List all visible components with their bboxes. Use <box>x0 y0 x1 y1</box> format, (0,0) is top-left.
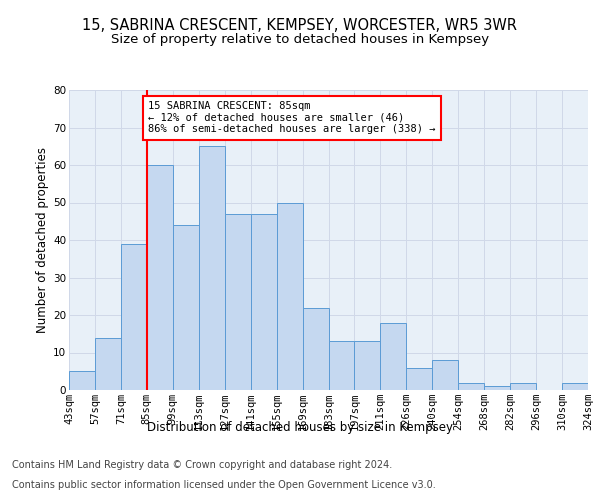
Bar <box>199 146 224 390</box>
Text: 15 SABRINA CRESCENT: 85sqm
← 12% of detached houses are smaller (46)
86% of semi: 15 SABRINA CRESCENT: 85sqm ← 12% of deta… <box>148 101 436 134</box>
Y-axis label: Number of detached properties: Number of detached properties <box>36 147 49 333</box>
Bar <box>251 214 277 390</box>
Bar <box>121 244 147 390</box>
Bar <box>458 382 484 390</box>
Text: Contains HM Land Registry data © Crown copyright and database right 2024.: Contains HM Land Registry data © Crown c… <box>12 460 392 470</box>
Bar <box>147 165 173 390</box>
Bar <box>562 382 588 390</box>
Text: 15, SABRINA CRESCENT, KEMPSEY, WORCESTER, WR5 3WR: 15, SABRINA CRESCENT, KEMPSEY, WORCESTER… <box>83 18 517 32</box>
Bar <box>510 382 536 390</box>
Text: Contains public sector information licensed under the Open Government Licence v3: Contains public sector information licen… <box>12 480 436 490</box>
Bar <box>173 225 199 390</box>
Bar <box>380 322 406 390</box>
Text: Distribution of detached houses by size in Kempsey: Distribution of detached houses by size … <box>147 421 453 434</box>
Bar <box>277 202 302 390</box>
Bar <box>225 214 251 390</box>
Text: Size of property relative to detached houses in Kempsey: Size of property relative to detached ho… <box>111 32 489 46</box>
Bar <box>95 338 121 390</box>
Bar <box>329 341 355 390</box>
Bar <box>433 360 458 390</box>
Bar <box>406 368 432 390</box>
Bar <box>302 308 329 390</box>
Bar <box>69 371 95 390</box>
Bar <box>484 386 510 390</box>
Bar <box>355 341 380 390</box>
